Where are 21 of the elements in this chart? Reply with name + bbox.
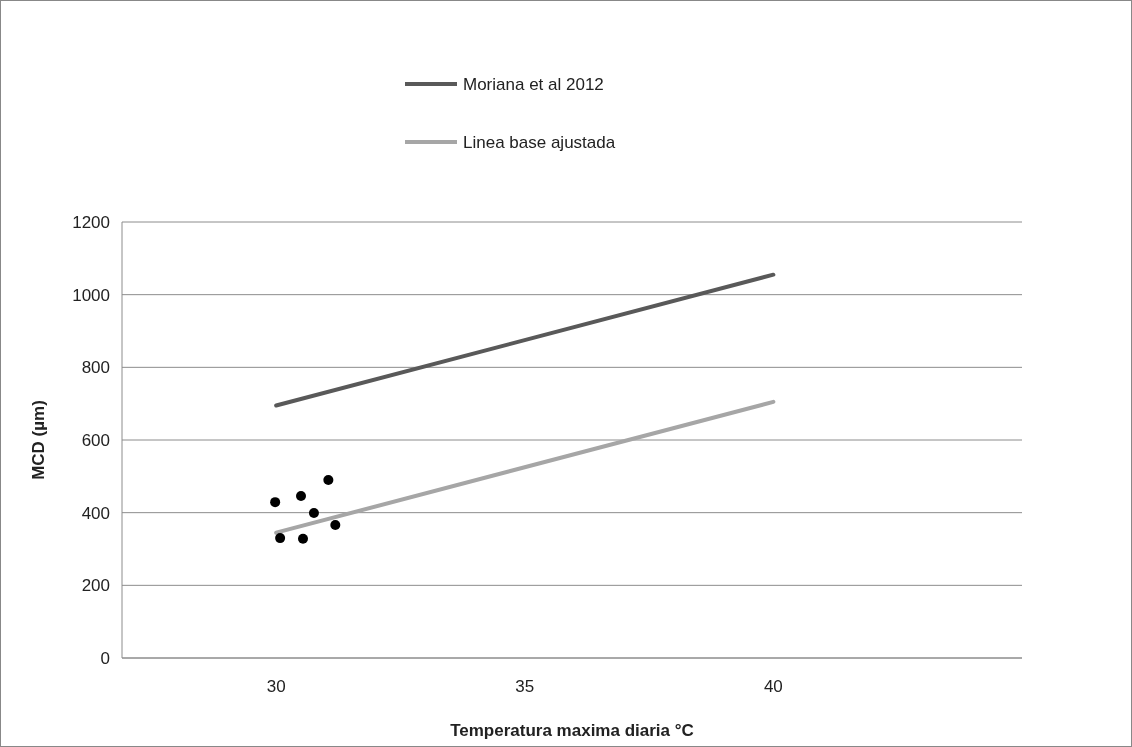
point xyxy=(296,490,307,501)
point xyxy=(270,497,281,508)
y-tick-label: 600 xyxy=(81,430,110,450)
y-tick-label: 1000 xyxy=(72,285,110,305)
y-tick-label: 0 xyxy=(100,648,110,668)
point xyxy=(308,508,319,519)
x-tick-label: 35 xyxy=(515,677,535,696)
x-axis-title: Temperatura maxima diaria °C xyxy=(450,721,694,740)
y-tick-label: 1200 xyxy=(72,212,110,232)
point xyxy=(275,533,286,544)
point xyxy=(297,533,308,544)
x-tick-label: 30 xyxy=(266,677,286,696)
point xyxy=(330,520,341,531)
y-tick-label: 200 xyxy=(81,576,110,596)
y-axis-title: MCD (µm) xyxy=(29,400,48,480)
legend-label: Moriana et al 2012 xyxy=(463,74,604,94)
legend-label: Linea base ajustada xyxy=(463,132,616,152)
y-tick-label: 800 xyxy=(81,358,110,378)
x-tick-label: 40 xyxy=(763,677,783,696)
y-tick-label: 400 xyxy=(81,503,110,523)
point xyxy=(323,474,334,485)
